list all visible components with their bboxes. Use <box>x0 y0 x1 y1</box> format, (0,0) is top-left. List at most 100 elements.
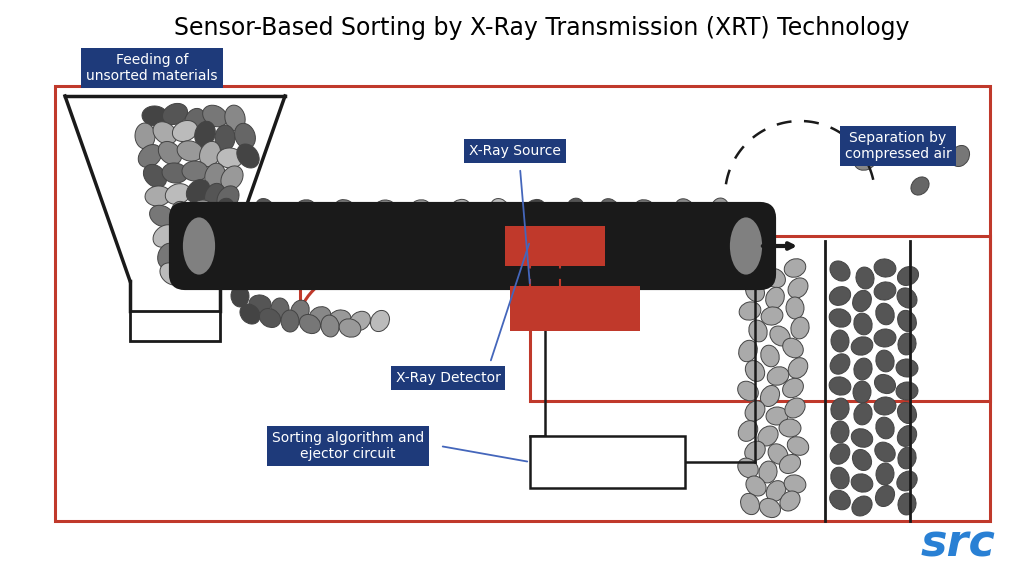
Ellipse shape <box>852 496 872 516</box>
Ellipse shape <box>780 491 800 511</box>
Ellipse shape <box>184 108 206 134</box>
Text: src: src <box>921 522 995 566</box>
Bar <box>505 226 605 266</box>
Ellipse shape <box>744 441 765 461</box>
Ellipse shape <box>195 122 215 147</box>
Ellipse shape <box>249 295 271 313</box>
Ellipse shape <box>281 310 299 332</box>
Ellipse shape <box>450 199 470 219</box>
Ellipse shape <box>745 476 766 496</box>
Ellipse shape <box>182 161 208 181</box>
Ellipse shape <box>874 442 895 462</box>
Ellipse shape <box>830 354 850 374</box>
Ellipse shape <box>874 259 896 277</box>
Text: Sensor-Based Sorting by X-Ray Transmission (XRT) Technology: Sensor-Based Sorting by X-Ray Transmissi… <box>174 16 909 40</box>
Ellipse shape <box>831 421 849 443</box>
Ellipse shape <box>791 317 809 339</box>
Ellipse shape <box>876 417 894 439</box>
Ellipse shape <box>259 309 281 328</box>
Ellipse shape <box>911 177 929 195</box>
Ellipse shape <box>153 122 177 144</box>
Ellipse shape <box>761 307 783 325</box>
Ellipse shape <box>217 186 239 210</box>
Ellipse shape <box>897 471 918 491</box>
Ellipse shape <box>896 382 918 400</box>
Ellipse shape <box>876 350 894 372</box>
Ellipse shape <box>852 449 871 471</box>
Ellipse shape <box>163 104 187 124</box>
Ellipse shape <box>745 361 765 381</box>
Ellipse shape <box>740 494 760 514</box>
Ellipse shape <box>749 320 767 342</box>
Ellipse shape <box>160 263 184 285</box>
Ellipse shape <box>897 403 916 423</box>
Ellipse shape <box>851 474 872 492</box>
Ellipse shape <box>190 259 216 279</box>
Ellipse shape <box>874 397 896 415</box>
Ellipse shape <box>779 419 801 437</box>
Ellipse shape <box>853 290 871 312</box>
Bar <box>55 86 990 521</box>
Ellipse shape <box>142 106 168 126</box>
Ellipse shape <box>758 426 778 446</box>
Ellipse shape <box>206 204 228 228</box>
Ellipse shape <box>782 378 804 397</box>
Ellipse shape <box>187 241 213 261</box>
Ellipse shape <box>203 105 227 127</box>
Ellipse shape <box>566 198 584 220</box>
Ellipse shape <box>788 278 808 298</box>
Ellipse shape <box>829 309 851 327</box>
Ellipse shape <box>897 426 916 446</box>
Ellipse shape <box>898 447 916 469</box>
Ellipse shape <box>782 338 803 358</box>
Ellipse shape <box>830 398 849 420</box>
Ellipse shape <box>234 123 255 149</box>
Text: Feeding of
unsorted materials: Feeding of unsorted materials <box>86 53 218 83</box>
Text: Separation by
compressed air: Separation by compressed air <box>845 131 951 161</box>
Text: X-Ray Detector: X-Ray Detector <box>395 371 501 385</box>
Ellipse shape <box>784 259 806 277</box>
Ellipse shape <box>200 246 226 266</box>
Ellipse shape <box>760 498 780 518</box>
Ellipse shape <box>898 493 916 515</box>
Ellipse shape <box>187 200 212 222</box>
Ellipse shape <box>874 374 896 393</box>
Ellipse shape <box>898 333 916 355</box>
Ellipse shape <box>231 285 249 307</box>
Ellipse shape <box>829 377 851 395</box>
Ellipse shape <box>299 314 321 334</box>
Ellipse shape <box>738 340 758 362</box>
Ellipse shape <box>851 337 872 355</box>
Ellipse shape <box>854 151 876 170</box>
Ellipse shape <box>784 398 805 418</box>
Ellipse shape <box>898 310 916 332</box>
Text: X-Ray Source: X-Ray Source <box>469 144 561 158</box>
Ellipse shape <box>145 186 171 206</box>
Bar <box>530 436 685 488</box>
Ellipse shape <box>186 180 210 203</box>
Ellipse shape <box>309 306 331 325</box>
Ellipse shape <box>897 288 918 308</box>
Ellipse shape <box>205 163 225 189</box>
Ellipse shape <box>205 223 225 249</box>
Ellipse shape <box>200 141 220 166</box>
FancyBboxPatch shape <box>171 204 774 288</box>
Ellipse shape <box>334 200 355 218</box>
Ellipse shape <box>294 200 315 218</box>
Ellipse shape <box>138 145 162 168</box>
Ellipse shape <box>271 298 289 320</box>
Ellipse shape <box>181 216 216 276</box>
Ellipse shape <box>524 199 546 218</box>
Ellipse shape <box>761 385 779 407</box>
Ellipse shape <box>831 330 849 352</box>
Ellipse shape <box>779 454 801 473</box>
Ellipse shape <box>853 381 871 403</box>
Bar <box>530 236 990 401</box>
Ellipse shape <box>188 219 212 242</box>
Ellipse shape <box>830 444 850 464</box>
Ellipse shape <box>766 480 785 501</box>
Ellipse shape <box>410 200 431 218</box>
Ellipse shape <box>172 120 198 142</box>
Ellipse shape <box>851 429 872 448</box>
Ellipse shape <box>165 184 190 204</box>
